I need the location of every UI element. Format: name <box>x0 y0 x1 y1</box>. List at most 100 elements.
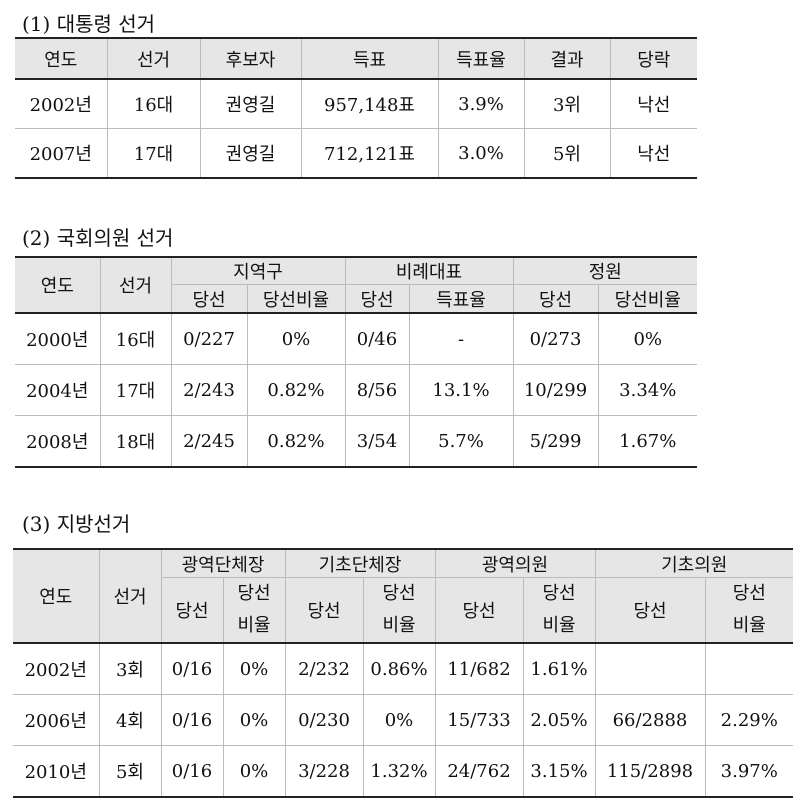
cell-basic-council-ratio: 2.29% <box>705 694 793 746</box>
cell-district-ratio: 0% <box>247 313 346 365</box>
cell-proportional-vote-rate: 5.7% <box>409 415 514 467</box>
cell-total-win: 5/299 <box>513 415 599 467</box>
cell-proportional-win: 0/46 <box>345 313 410 365</box>
table-row: 2004년 17대 2/243 0.82% 8/56 13.1% 10/299 … <box>15 364 697 416</box>
cell-votes: 957,148표 <box>301 79 439 129</box>
subheader-ratio-line2: 비율 <box>237 615 271 636</box>
table-row: 2000년 16대 0/227 0% 0/46 - 0/273 0% <box>15 313 697 365</box>
subheader-ratio-line2: 비율 <box>382 615 416 636</box>
header-outcome: 당락 <box>610 38 697 80</box>
cell-outcome: 낙선 <box>610 79 697 129</box>
header-votes: 득표 <box>301 38 439 80</box>
table-row: 2006년 4회 0/16 0% 0/230 0% 15/733 2.05% 6… <box>13 694 793 746</box>
subheader-win-ratio: 당선비율 <box>598 284 697 314</box>
cell-metro-head-win: 0/16 <box>161 643 224 695</box>
header-result: 결과 <box>524 38 611 80</box>
header-election: 선거 <box>100 257 172 314</box>
cell-basic-council-win <box>595 643 706 695</box>
subheader-ratio-line1: 당선 <box>382 583 416 604</box>
cell-result: 5위 <box>524 128 611 178</box>
cell-year: 2006년 <box>13 694 100 746</box>
cell-metro-head-win: 0/16 <box>161 694 224 746</box>
cell-district-win: 2/243 <box>171 364 248 416</box>
cell-outcome: 낙선 <box>637 144 671 165</box>
cell-metro-council-win: 11/682 <box>435 643 524 695</box>
table-row: 2002년 3회 0/16 0% 2/232 0.86% 11/682 1.61… <box>13 643 793 695</box>
cell-candidate: 권영길 <box>200 128 302 178</box>
header-election: 선거 <box>107 38 201 80</box>
cell-election: 5회 <box>99 745 162 797</box>
cell-year: 2007년 <box>15 128 108 178</box>
cell-district-ratio: 0.82% <box>247 415 346 467</box>
header-group-total: 정원 <box>513 257 697 285</box>
header-group-basic-council: 기초의원 <box>595 549 793 578</box>
cell-vote-rate: 3.9% <box>438 79 525 129</box>
cell-vote-rate: 3.0% <box>438 128 525 178</box>
table-header-row: 연도 선거 광역단체장 기초단체장 광역의원 기초의원 <box>13 549 793 644</box>
header-year: 연도 <box>13 549 100 644</box>
cell-metro-head-win: 0/16 <box>161 745 224 797</box>
cell-basic-head-win: 0/230 <box>285 694 364 746</box>
header-year: 연도 <box>15 257 101 314</box>
subheader-win: 당선 <box>345 284 410 314</box>
header-group-metro-head: 광역단체장 <box>161 549 286 578</box>
cell-year: 2000년 <box>15 313 101 365</box>
cell-metro-council-ratio: 3.15% <box>523 745 596 797</box>
cell-proportional-win: 3/54 <box>345 415 410 467</box>
cell-year: 2002년 <box>15 79 108 129</box>
cell-basic-head-win: 2/232 <box>285 643 364 695</box>
cell-election: 16대 <box>107 79 201 129</box>
header-group-basic-head: 기초단체장 <box>285 549 436 578</box>
table-row: 2008년 18대 2/245 0.82% 3/54 5.7% 5/299 1.… <box>15 415 697 467</box>
cell-total-win: 10/299 <box>513 364 599 416</box>
cell-year: 2010년 <box>13 745 100 797</box>
header-election: 선거 <box>99 549 162 644</box>
cell-year: 2008년 <box>15 415 101 467</box>
cell-candidate: 권영길 <box>200 79 302 129</box>
cell-total-ratio: 1.67% <box>619 430 677 452</box>
cell-district-win: 0/227 <box>171 313 248 365</box>
national-assembly-election-table: 연도 선거 지역구 비례대표 정원 당선 당선비율 당선 득표율 당선 당선비율… <box>15 256 697 468</box>
cell-total-win: 0/273 <box>513 313 599 365</box>
table-row: 2007년 17대 권영길 712,121표 3.0% 5위 낙선 <box>15 128 697 178</box>
cell-votes: 712,121표 <box>301 128 439 178</box>
subheader-ratio-line1: 당선 <box>542 583 576 604</box>
section-title-national-assembly: (2) 국회의원 선거 <box>22 226 174 250</box>
subheader-win: 당선 <box>595 577 706 644</box>
presidential-election-table: 연도 선거 후보자 득표 득표율 결과 당락 2002년 16대 권영길 957… <box>15 37 697 179</box>
subheader-ratio-line1: 당선 <box>237 583 271 604</box>
cell-basic-council-ratio: 3.97% <box>720 760 778 782</box>
cell-metro-council-win: 15/733 <box>435 694 524 746</box>
cell-proportional-win: 8/56 <box>345 364 410 416</box>
cell-proportional-vote-rate: 13.1% <box>409 364 514 416</box>
header-candidate: 후보자 <box>200 38 302 80</box>
cell-basic-head-ratio: 1.32% <box>363 745 436 797</box>
table-header-row: 연도 선거 지역구 비례대표 정원 <box>15 257 697 314</box>
subheader-ratio-line2: 비율 <box>542 615 576 636</box>
header-group-metro-council: 광역의원 <box>435 549 596 578</box>
header-group-district: 지역구 <box>171 257 346 285</box>
cell-basic-head-ratio: 0% <box>363 694 436 746</box>
cell-election: 16대 <box>100 313 172 365</box>
cell-basic-council-win: 66/2888 <box>595 694 706 746</box>
cell-election: 3회 <box>99 643 162 695</box>
cell-election: 17대 <box>107 128 201 178</box>
header-year: 연도 <box>15 38 108 80</box>
section-title-presidential: (1) 대통령 선거 <box>22 12 156 36</box>
table-subheader-row: 당선 당선비율 당선 득표율 당선 당선비율 <box>15 284 697 314</box>
subheader-win: 당선 <box>435 577 524 644</box>
cell-basic-head-win: 3/228 <box>285 745 364 797</box>
cell-proportional-vote-rate: - <box>409 313 514 365</box>
subheader-win: 당선 <box>513 284 599 314</box>
cell-metro-head-ratio: 0% <box>223 643 286 695</box>
subheader-win: 당선 <box>161 577 224 644</box>
cell-election: 17대 <box>100 364 172 416</box>
header-group-proportional: 비례대표 <box>345 257 514 285</box>
cell-election: 4회 <box>99 694 162 746</box>
cell-metro-council-ratio: 2.05% <box>523 694 596 746</box>
table-header-row: 연도 선거 후보자 득표 득표율 결과 당락 <box>15 38 697 80</box>
cell-basic-head-ratio: 0.86% <box>363 643 436 695</box>
